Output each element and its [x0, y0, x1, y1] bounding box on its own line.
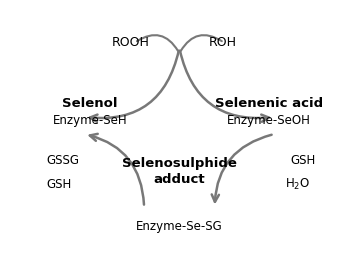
Text: Enzyme-SeH: Enzyme-SeH — [52, 114, 127, 127]
Text: Enzyme-SeOH: Enzyme-SeOH — [227, 114, 311, 127]
Text: Selenosulphide
adduct: Selenosulphide adduct — [122, 157, 237, 186]
FancyArrowPatch shape — [90, 51, 179, 122]
Text: H$_2$O: H$_2$O — [285, 176, 310, 192]
FancyArrowPatch shape — [137, 35, 178, 51]
FancyArrowPatch shape — [181, 35, 222, 51]
FancyArrowPatch shape — [180, 51, 269, 122]
Text: Selenol: Selenol — [62, 97, 118, 110]
Text: GSH: GSH — [290, 154, 316, 167]
Text: Selenenic acid: Selenenic acid — [215, 97, 323, 110]
Text: ROOH: ROOH — [112, 36, 149, 49]
Text: GSH: GSH — [47, 177, 72, 190]
FancyArrowPatch shape — [212, 135, 272, 202]
Text: Enzyme-Se-SG: Enzyme-Se-SG — [136, 220, 223, 233]
Text: GSSG: GSSG — [47, 154, 79, 167]
FancyArrowPatch shape — [90, 134, 144, 205]
Text: ROH: ROH — [209, 36, 237, 49]
